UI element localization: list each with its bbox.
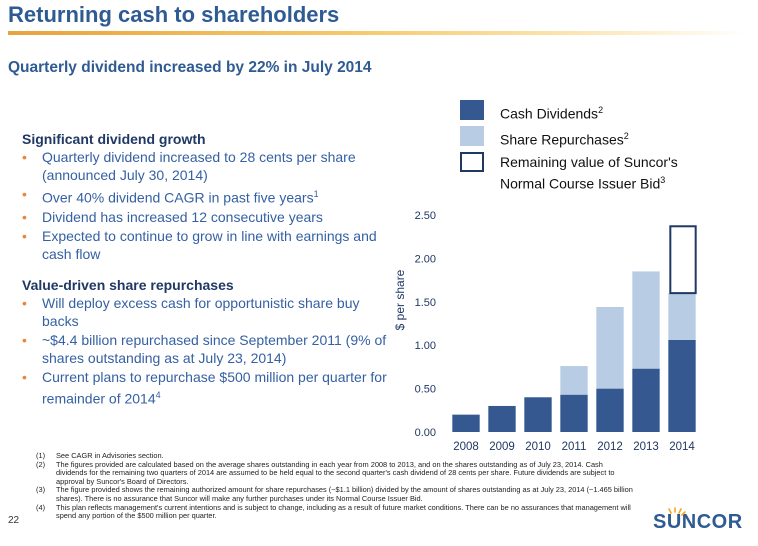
y-tick-label: 2.00	[415, 253, 436, 265]
bullet-panel: Significant dividend growth • Quarterly d…	[22, 131, 397, 408]
legend-swatch-ncib	[460, 152, 484, 172]
bar-repurchases-2014	[668, 293, 696, 340]
bullet-text: Expected to continue to grow in line wit…	[42, 227, 377, 262]
bar-dividends-2010	[524, 397, 552, 432]
bullet-text: Current plans to repurchase $500 million…	[42, 368, 387, 407]
x-tick-label: 2009	[489, 441, 515, 453]
bar-dividends-2009	[488, 405, 516, 432]
title-underline	[8, 31, 750, 35]
bar-repurchases-2012	[596, 307, 624, 389]
bullet-dot-icon: •	[22, 208, 27, 225]
section-heading-repurchases: Value-driven share repurchases	[22, 276, 234, 293]
page-number: 22	[8, 515, 20, 526]
y-tick-label: 0.00	[415, 427, 436, 439]
bullet-dot-icon: •	[22, 331, 27, 348]
legend-swatch-repurchases	[460, 126, 484, 146]
footnote-ref: 4	[155, 389, 161, 400]
x-tick-label: 2011	[562, 441, 587, 453]
y-tick-label: 2.50	[415, 210, 436, 222]
bullet-item: • Expected to continue to grow in line wi…	[22, 227, 397, 263]
footnote-number: (2)	[36, 459, 46, 469]
footnote-ref: 2	[623, 131, 629, 141]
footnote-number: (4)	[36, 502, 46, 512]
bullet-text: Will deploy excess cash for opportunisti…	[42, 294, 360, 329]
footnote-text: This plan reflects management's current …	[56, 502, 631, 521]
bar-dividends-2014	[668, 339, 696, 432]
footnote-text: The figures provided are calculated base…	[56, 459, 615, 486]
bullet-text: Over 40% dividend CAGR in past five year…	[42, 189, 314, 206]
legend-label: Cash Dividends	[500, 105, 599, 122]
bullet-item: • Dividend has increased 12 consecutive y…	[22, 208, 397, 226]
footnote-ref: 2	[598, 105, 604, 115]
footnote: (4) This plan reflects management's curre…	[36, 502, 636, 521]
x-tick-label: 2014	[669, 441, 695, 453]
y-tick-label: 0.50	[415, 384, 436, 396]
page-subtitle: Quarterly dividend increased by 22% in J…	[8, 59, 372, 76]
footnote: (3) The figure provided shows the remaini…	[36, 486, 636, 503]
bullet-dot-icon: •	[22, 294, 27, 311]
footnote-text: See CAGR in Advisories section.	[56, 451, 164, 460]
bar-ncib-2014	[669, 225, 697, 295]
bullet-text: Dividend has increased 12 consecutive ye…	[42, 208, 323, 225]
legend-label: Remaining value of Suncor's Normal Cours…	[500, 154, 678, 192]
footnote-number: (3)	[36, 485, 46, 495]
footnote-text: The figure provided shows the remaining …	[56, 485, 633, 503]
bar-dividends-2008	[452, 414, 480, 432]
bullet-dot-icon: •	[22, 186, 27, 202]
bar-dividends-2011	[560, 394, 588, 432]
bullet-dot-icon: •	[22, 227, 27, 244]
page-title: Returning cash to shareholders	[8, 2, 340, 27]
footnotes: (1) See CAGR in Advisories section. (2) Th…	[36, 451, 636, 521]
bullet-item: • Over 40% dividend CAGR in past five yea…	[22, 185, 397, 207]
legend-swatch-dividends	[460, 100, 484, 120]
x-tick-label: 2013	[633, 441, 659, 453]
suncor-logo: SUNCOR	[653, 507, 753, 536]
bar-repurchases-2013	[632, 271, 660, 369]
bullet-dot-icon: •	[22, 149, 27, 165]
section-heading-dividend: Significant dividend growth	[22, 131, 206, 147]
sun-icon	[668, 507, 686, 516]
bar-dividends-2012	[596, 388, 624, 432]
bullet-text: ~$4.4 billion repurchased since Septembe…	[42, 331, 387, 366]
bullet-item: • ~$4.4 billion repurchased since Septemb…	[22, 331, 397, 367]
bar-repurchases-2011	[560, 366, 588, 395]
bullet-item: • Quarterly dividend increased to 28 cent…	[22, 148, 397, 184]
y-axis-title: $ per share	[393, 269, 407, 330]
legend-label: Share Repurchases	[500, 131, 624, 148]
footnote: (1) See CAGR in Advisories section.	[36, 451, 636, 461]
bullet-dot-icon: •	[22, 368, 27, 385]
logo-wordmark: SUNCOR	[653, 511, 743, 533]
footnote: (2) The figures provided are calculated b…	[36, 459, 636, 487]
footnote-ref: 3	[660, 175, 666, 185]
bullet-item: • Will deploy excess cash for opportunist…	[22, 294, 397, 330]
x-tick-label: 2012	[597, 441, 623, 453]
footnote-number: (1)	[36, 451, 46, 460]
x-tick-label: 2010	[525, 441, 551, 453]
footnote-ref: 1	[313, 189, 319, 199]
y-tick-label: 1.50	[415, 297, 436, 309]
bullet-item: • Current plans to repurchase $500 millio…	[22, 368, 397, 408]
y-tick-label: 1.00	[415, 340, 436, 352]
bar-dividends-2013	[632, 368, 660, 432]
bullet-text: Quarterly dividend increased to 28 cents…	[42, 149, 356, 183]
x-tick-label: 2008	[453, 441, 479, 453]
